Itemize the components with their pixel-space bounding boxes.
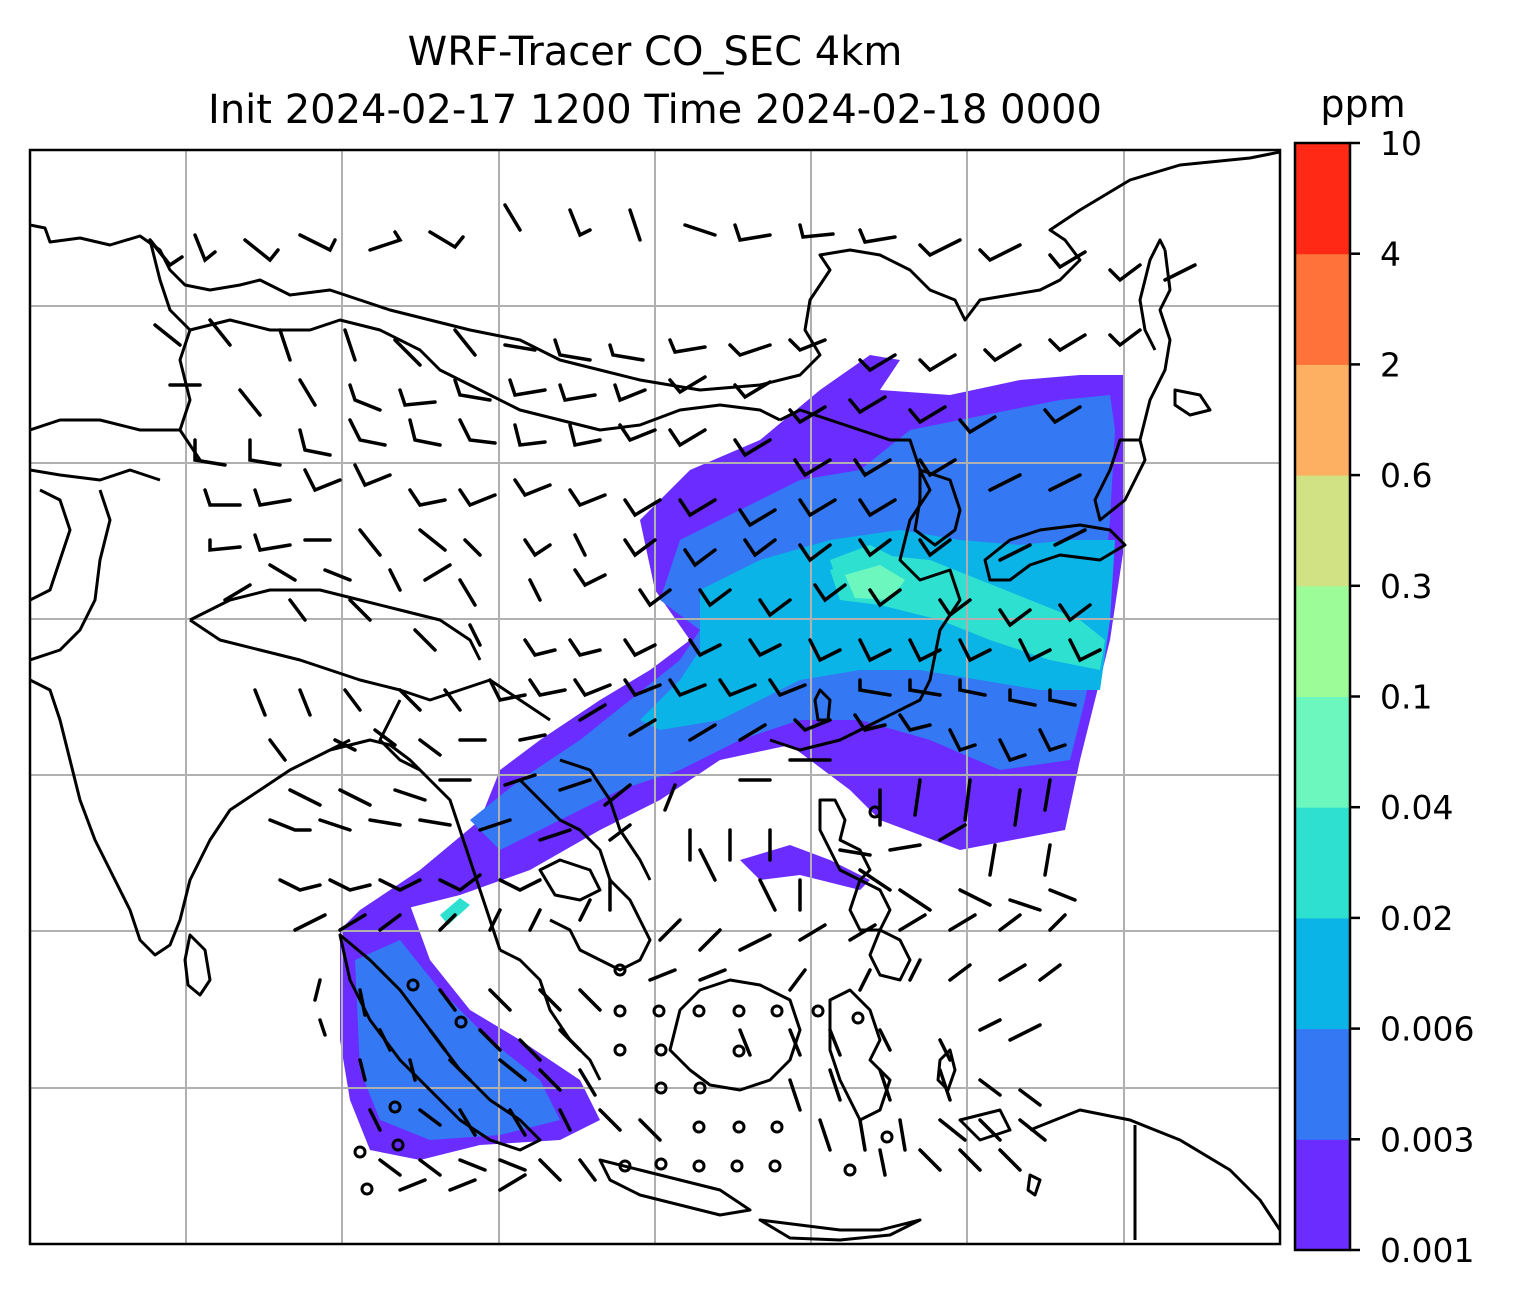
gridlines (30, 150, 1280, 1244)
colorbar-tick-label: 0.04 (1380, 788, 1453, 827)
colorbar-tick-label: 0.1 (1380, 678, 1432, 717)
calm-markers (353, 805, 894, 1196)
plume-band-0001-patch (740, 845, 870, 890)
colorbar-tick-label: 10 (1380, 124, 1422, 163)
colorbar-swatch (1295, 253, 1350, 365)
colorbar-swatch (1295, 364, 1350, 476)
colorbar-tick-label: 0.02 (1380, 899, 1453, 938)
colorbar-swatch (1295, 1139, 1350, 1251)
colorbar-tick-label: 0.001 (1380, 1231, 1474, 1270)
plume-band-004-patch (440, 898, 470, 925)
coastlines (30, 150, 1280, 1242)
wind-barbs (148, 203, 1197, 1192)
colorbar-swatch (1295, 585, 1350, 697)
colorbar-tick-label: 4 (1380, 235, 1401, 274)
colorbar: ppm 0.001 0.003 0.006 0.02 0.04 0.1 0.3 0.6 2 4 10 (1293, 82, 1474, 1270)
colorbar-swatch (1295, 917, 1350, 1030)
colorbar-ticks: 0.001 0.003 0.006 0.02 0.04 0.1 0.3 0.6 2 4 10 (1350, 124, 1474, 1270)
figure-title-line1: WRF-Tracer CO_SEC 4km (407, 29, 903, 75)
figure-title-line2: Init 2024-02-17 1200 Time 2024-02-18 000… (208, 87, 1102, 133)
colorbar-tick-label: 2 (1380, 345, 1401, 384)
colorbar-swatch (1295, 1028, 1350, 1140)
colorbar-tick-label: 0.006 (1380, 1010, 1474, 1049)
colorbar-units: ppm (1320, 82, 1405, 126)
colorbar-tick-label: 0.6 (1380, 456, 1432, 495)
colorbar-swatch (1295, 475, 1350, 587)
plume-band-004 (845, 565, 905, 600)
colorbar-tick-label: 0.003 (1380, 1120, 1474, 1159)
map-panel (30, 150, 1280, 1244)
colorbar-swatch (1295, 143, 1350, 255)
colorbar-tick-label: 0.3 (1380, 567, 1432, 606)
colorbar-swatches (1295, 143, 1350, 1251)
colorbar-swatch (1295, 807, 1350, 919)
colorbar-swatch (1295, 696, 1350, 808)
plume-band-0003-south (355, 940, 560, 1140)
map-frame (28, 148, 1282, 1246)
